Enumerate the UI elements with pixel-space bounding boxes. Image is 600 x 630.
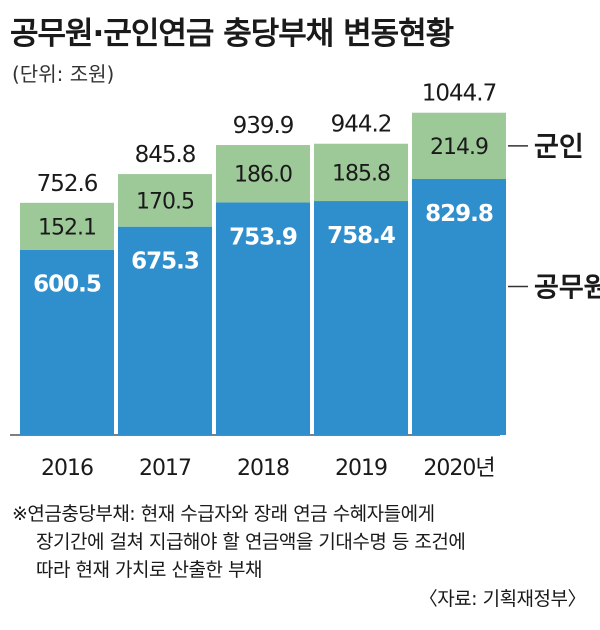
label-total-4: 1044.7 bbox=[422, 81, 496, 107]
bar-gov-0 bbox=[20, 249, 114, 435]
footnote-line-3: 따라 현재 가치로 산출한 부채 bbox=[36, 559, 262, 581]
bar-mil-2 bbox=[216, 145, 310, 203]
footnote-line-1: ※연금충당부채: 현재 수급자와 장래 연금 수혜자들에게 bbox=[12, 503, 435, 525]
label-total-1: 845.8 bbox=[135, 142, 196, 168]
tick-label-1: 2017 bbox=[139, 456, 191, 481]
label-mil-3: 185.8 bbox=[332, 161, 390, 186]
bar-gov-2 bbox=[216, 202, 310, 435]
label-mil-4: 214.9 bbox=[430, 135, 488, 160]
label-total-3: 944.2 bbox=[331, 112, 392, 138]
bar-mil-3 bbox=[314, 143, 408, 202]
footnote: ※연금충당부채: 현재 수급자와 장래 연금 수혜자들에게 장기간에 걸쳐 지급… bbox=[12, 500, 592, 584]
label-mil-2: 186.0 bbox=[234, 163, 292, 188]
legend-label-gov: 공무원 bbox=[534, 273, 600, 304]
legend-label-mil: 군인 bbox=[534, 132, 584, 163]
source-label: 〈자료: 기획재정부〉 bbox=[418, 588, 587, 610]
label-gov-3: 758.4 bbox=[327, 223, 395, 249]
bar-mil-1 bbox=[118, 174, 212, 227]
label-mil-0: 152.1 bbox=[38, 215, 96, 240]
bar-mil-4 bbox=[412, 112, 506, 180]
footnote-line-2: 장기간에 걸쳐 지급해야 할 연금액을 기대수명 등 조건에 bbox=[36, 531, 466, 553]
bar-gov-1 bbox=[118, 226, 212, 435]
label-mil-1: 170.5 bbox=[136, 189, 194, 214]
bar-gov-4 bbox=[412, 179, 506, 435]
label-gov-4: 829.8 bbox=[425, 201, 493, 227]
bar-gov-3 bbox=[314, 201, 408, 435]
tick-label-4: 2020년 bbox=[423, 456, 494, 481]
tick-label-3: 2019 bbox=[335, 456, 387, 481]
label-total-0: 752.6 bbox=[37, 171, 98, 197]
label-gov-0: 600.5 bbox=[33, 272, 101, 298]
stacked-bar-chart: 600.5 152.1 752.6 2016 675.3 170.5 845.8 2017 75… bbox=[10, 81, 600, 481]
label-gov-2: 753.9 bbox=[229, 224, 297, 250]
label-total-2: 939.9 bbox=[233, 113, 294, 139]
label-gov-1: 675.3 bbox=[131, 249, 199, 275]
bar-mil-0 bbox=[20, 202, 114, 250]
tick-label-0: 2016 bbox=[41, 456, 93, 481]
unit-label: (단위: 조원) bbox=[12, 62, 115, 86]
chart-title: 공무원·군인연금 충당부채 변동현황 bbox=[10, 16, 454, 52]
tick-label-2: 2018 bbox=[237, 456, 289, 481]
